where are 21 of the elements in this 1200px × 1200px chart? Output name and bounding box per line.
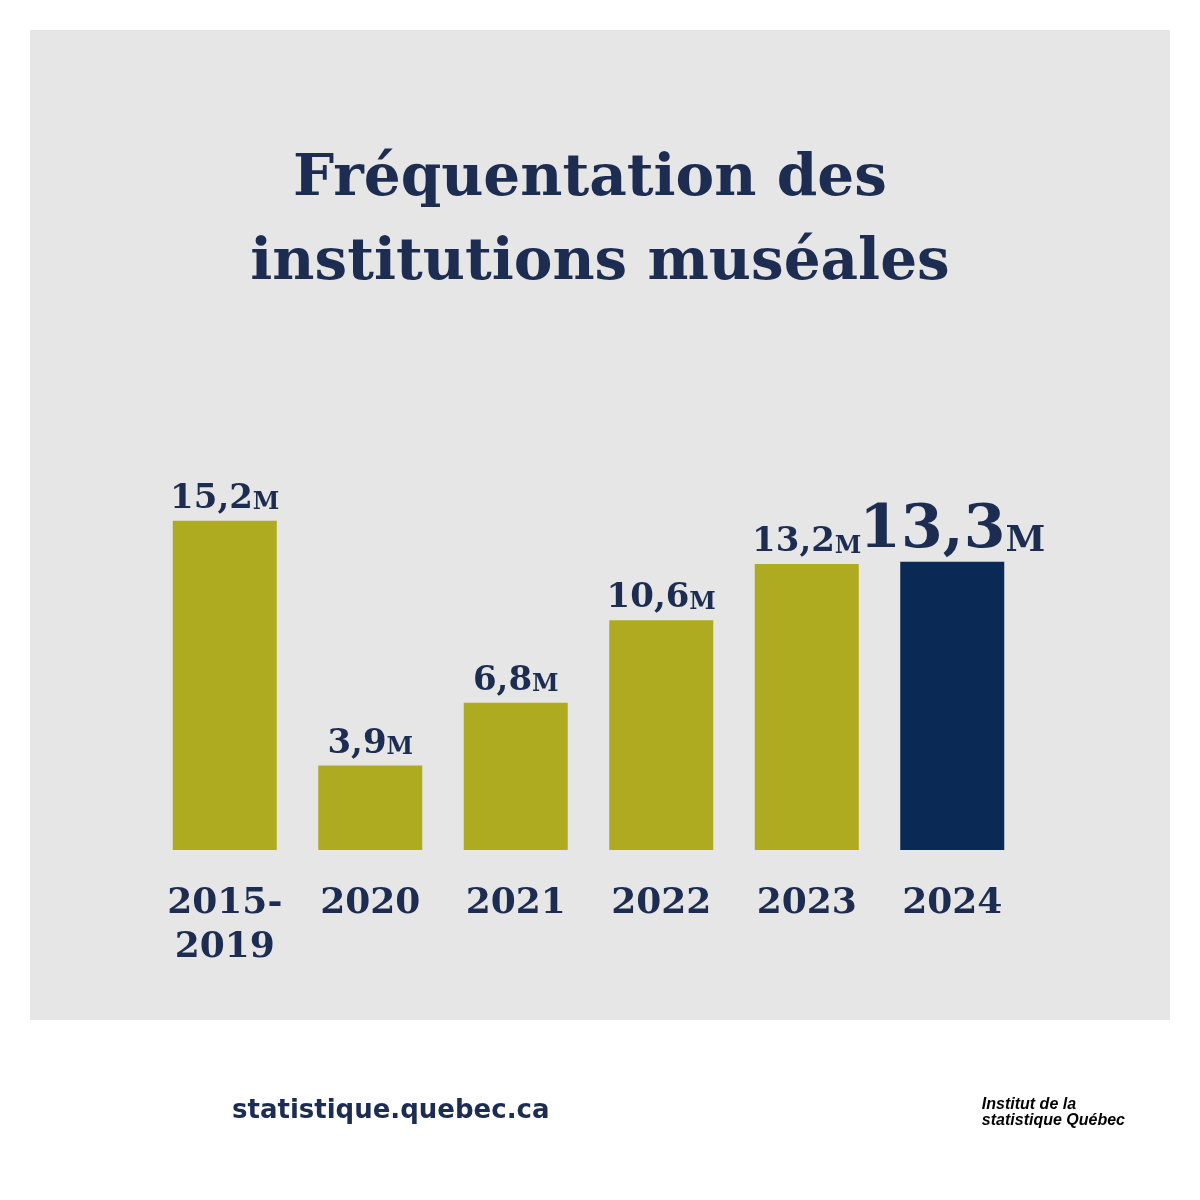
x-tick-label: 2023 [756, 879, 857, 921]
data-label: 6,8M [472, 657, 559, 698]
bar [318, 765, 423, 850]
x-tick-label: 2021 [465, 879, 566, 921]
bar [463, 702, 568, 850]
bar [609, 620, 714, 850]
text: statistique.quebec.ca [232, 1094, 550, 1124]
x-tick-label: 2015-2019 [167, 879, 283, 965]
data-label: 13,3M [859, 490, 1046, 561]
data-label: 3,9M [327, 720, 414, 761]
x-tick-label: 2022 [611, 879, 712, 921]
data-label: 13,2M [752, 519, 862, 559]
x-tick-label: 2024 [902, 879, 1003, 921]
bar [754, 564, 859, 850]
bar [172, 520, 277, 850]
text: Institut de la statistique Québec [981, 1094, 1126, 1128]
x-tick-label: 2020 [320, 879, 421, 921]
data-label: 15,2M [170, 475, 280, 516]
data-label: 10,6M [606, 575, 716, 616]
chart-title: Fréquentation des institutions muséales [250, 141, 950, 293]
bar [900, 561, 1005, 850]
